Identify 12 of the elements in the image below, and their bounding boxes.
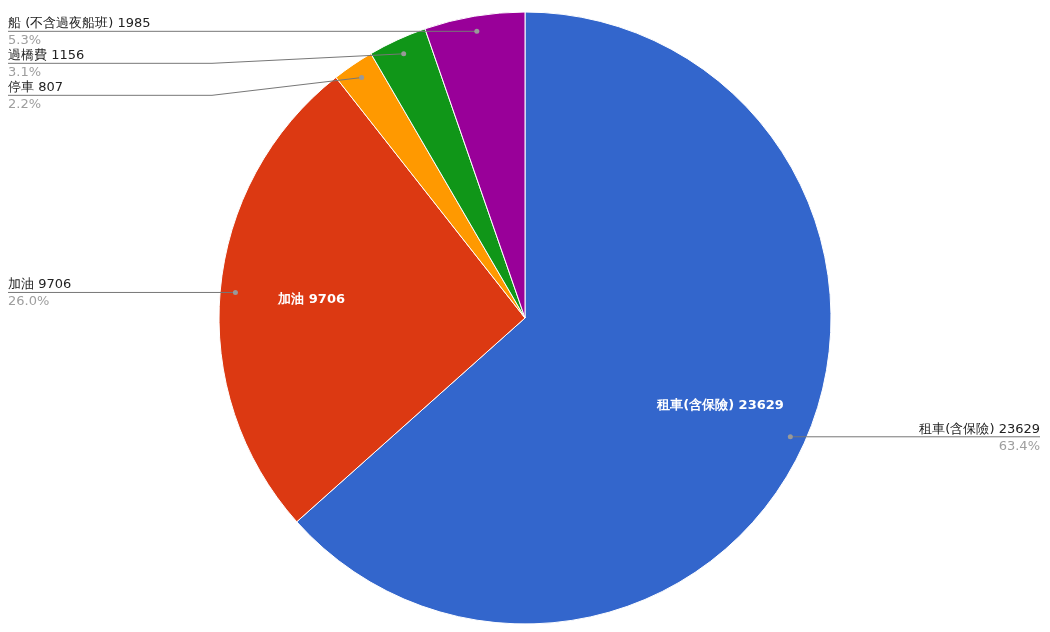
data-label: 5.3% <box>8 32 42 48</box>
slice-label: 租車(含保險) 23629 <box>919 420 1040 436</box>
data-label: 63.4% <box>998 437 1040 453</box>
data-label: 3.1% <box>8 64 42 80</box>
slice-label: 租車(含保險) 23629 <box>656 396 784 412</box>
slice-label: 加油 9706 <box>8 276 72 292</box>
slice-label: 船 (不含過夜船班) 1985 <box>8 15 151 31</box>
slice-label: 加油 9706 <box>277 290 345 306</box>
slice-label: 停車 807 <box>8 79 63 95</box>
data-label: 26.0% <box>8 293 50 309</box>
slice-label: 過橋費 1156 <box>8 47 85 63</box>
data-label: 2.2% <box>8 96 42 112</box>
